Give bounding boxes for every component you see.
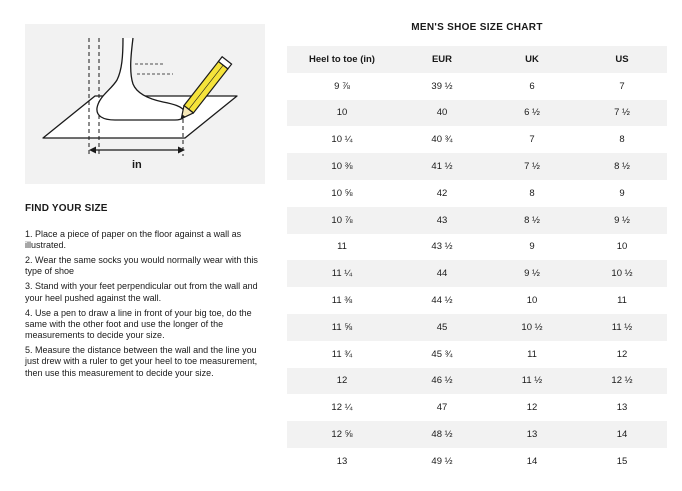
column-header-heel-to-toe: Heel to toe (in) — [287, 46, 397, 73]
find-your-size-title: FIND YOUR SIZE — [25, 203, 108, 214]
size-chart-header-row: Heel to toe (in) EUR UK US — [287, 46, 667, 73]
cell-uk: 10 — [526, 295, 538, 307]
cell-heel-to-toe: 12 ¼ — [331, 402, 353, 414]
cell-heel-to-toe: 10 ¼ — [331, 134, 353, 146]
cell-uk: 8 ½ — [487, 206, 577, 234]
table-row: 11 ⅝ 45 10 ½ 11 ½ — [287, 313, 667, 341]
size-chart-table: Heel to toe (in) EUR UK US 9 ⅞ 39 ½ 6 7 … — [287, 46, 667, 475]
cell-heel-to-toe: 10 — [287, 99, 397, 127]
cell-us: 11 ½ — [577, 313, 667, 341]
cell-eur: 41 ½ — [397, 153, 487, 180]
instruction-step-1: 1. Place a piece of paper on the floor a… — [25, 229, 242, 251]
cell-eur: 44 ½ — [431, 295, 453, 307]
cell-eur: 45 — [397, 313, 487, 341]
measure-label: in — [132, 159, 142, 171]
table-row: 11 43 ½ 9 10 — [287, 234, 667, 261]
table-row: 13 49 ½ 14 15 — [287, 448, 667, 475]
cell-us: 10 ½ — [577, 260, 667, 288]
cell-us: 13 — [616, 402, 628, 414]
table-row: 10 40 6 ½ 7 ½ — [287, 99, 667, 127]
cell-heel-to-toe: 12 — [287, 367, 397, 395]
cell-eur: 43 ½ — [431, 241, 453, 253]
table-row: 11 ¾ 45 ¾ 11 12 — [287, 341, 667, 368]
cell-heel-to-toe: 13 — [336, 455, 348, 467]
cell-heel-to-toe: 11 ¾ — [331, 348, 353, 360]
cell-eur: 40 ¾ — [431, 134, 453, 146]
cell-uk: 6 ½ — [487, 99, 577, 127]
cell-uk: 13 — [487, 421, 577, 448]
table-row: 10 ⅝ 42 8 9 — [287, 180, 667, 207]
table-row: 11 ¼ 44 9 ½ 10 ½ — [287, 260, 667, 288]
cell-eur: 39 ½ — [431, 80, 453, 92]
foot-pencil-icon: in — [42, 37, 238, 171]
foot-measurement-illustration: in — [25, 24, 265, 184]
cell-heel-to-toe: 11 ⅜ — [331, 295, 353, 307]
table-row: 10 ⅞ 43 8 ½ 9 ½ — [287, 206, 667, 234]
instruction-step-5: 5. Measure the distance between the wall… — [25, 345, 258, 378]
table-row: 11 ⅜ 44 ½ 10 11 — [287, 287, 667, 314]
instruction-step-2: 2. Wear the same socks you would normall… — [25, 255, 258, 277]
cell-heel-to-toe: 10 ⅝ — [331, 187, 353, 199]
table-row: 12 ⅝ 48 ½ 13 14 — [287, 421, 667, 448]
cell-uk: 12 — [526, 402, 538, 414]
cell-eur: 45 ¾ — [431, 348, 453, 360]
cell-us: 12 — [616, 348, 628, 360]
cell-uk: 14 — [526, 455, 538, 467]
cell-uk: 9 — [529, 241, 535, 253]
cell-uk: 9 ½ — [487, 260, 577, 288]
cell-uk: 8 — [529, 187, 535, 199]
table-row: 10 ¼ 40 ¾ 7 8 — [287, 126, 667, 153]
cell-heel-to-toe: 11 ¼ — [287, 260, 397, 288]
size-chart-title: MEN'S SHOE SIZE CHART — [411, 22, 543, 33]
cell-eur: 44 — [397, 260, 487, 288]
column-header-eur: EUR — [397, 46, 487, 73]
cell-us: 7 ½ — [577, 99, 667, 127]
cell-us: 9 — [619, 187, 625, 199]
cell-us: 11 — [617, 295, 627, 307]
cell-heel-to-toe: 9 ⅞ — [334, 80, 350, 92]
cell-us: 12 ½ — [577, 367, 667, 395]
cell-uk: 11 — [527, 348, 537, 360]
cell-heel-to-toe: 10 ⅞ — [287, 206, 397, 234]
column-header-uk: UK — [487, 46, 577, 73]
cell-eur: 47 — [436, 402, 448, 414]
column-header-us: US — [577, 46, 667, 73]
cell-us: 14 — [577, 421, 667, 448]
cell-us: 8 — [619, 134, 625, 146]
cell-uk: 11 ½ — [487, 367, 577, 395]
cell-heel-to-toe: 11 ⅝ — [287, 313, 397, 341]
cell-uk: 6 — [529, 80, 535, 92]
table-row: 12 46 ½ 11 ½ 12 ½ — [287, 367, 667, 395]
instruction-steps: 1. Place a piece of paper on the floor a… — [25, 229, 265, 383]
cell-us: 8 ½ — [577, 153, 667, 180]
table-row: 12 ¼ 47 12 13 — [287, 394, 667, 421]
cell-eur: 42 — [436, 187, 448, 199]
cell-eur: 49 ½ — [431, 455, 453, 467]
cell-us: 10 — [616, 241, 628, 253]
cell-heel-to-toe: 10 ⅜ — [287, 153, 397, 180]
cell-us: 15 — [616, 455, 628, 467]
cell-heel-to-toe: 11 — [337, 241, 347, 253]
cell-uk: 7 — [529, 134, 535, 146]
table-row: 9 ⅞ 39 ½ 6 7 — [287, 73, 667, 100]
cell-uk: 10 ½ — [487, 313, 577, 341]
cell-eur: 48 ½ — [397, 421, 487, 448]
cell-uk: 7 ½ — [487, 153, 577, 180]
cell-eur: 43 — [397, 206, 487, 234]
cell-eur: 40 — [397, 99, 487, 127]
instruction-step-3: 3. Stand with your feet perpendicular ou… — [25, 281, 258, 303]
table-row: 10 ⅜ 41 ½ 7 ½ 8 ½ — [287, 153, 667, 180]
cell-us: 7 — [619, 80, 625, 92]
cell-heel-to-toe: 12 ⅝ — [287, 421, 397, 448]
instruction-step-4: 4. Use a pen to draw a line in front of … — [25, 307, 252, 341]
cell-us: 9 ½ — [577, 206, 667, 234]
cell-eur: 46 ½ — [397, 367, 487, 395]
